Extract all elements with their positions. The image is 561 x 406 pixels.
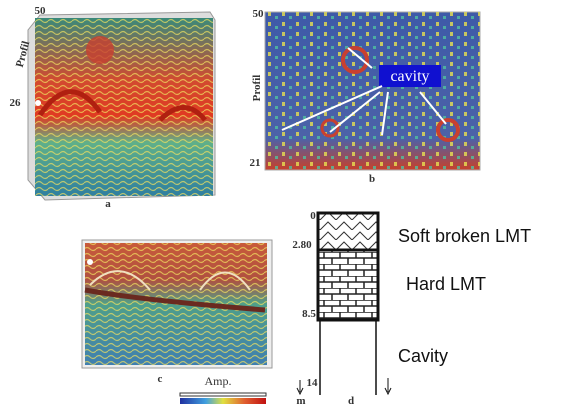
depth-label: 8.5 [302,308,316,320]
layer-label: Cavity [398,346,448,366]
depth-label: 14 [307,377,319,389]
unit-label: m [296,395,305,406]
panel-d: 0 2.80 8.5 14 m d Soft broken LMT Hard L… [292,210,531,406]
panel-label: a [105,198,111,210]
annotation: cavity [390,68,429,85]
depth-label: 0 [310,210,316,222]
panel-b: cavity 50 Profil 21 b [250,8,481,185]
depth-label: 2.80 [292,239,312,251]
tick-label: 50 [253,8,265,20]
tick-label: 50 [35,5,47,17]
axis-label: Profil [251,75,263,102]
panel-label: b [369,173,375,185]
tick-label: 21 [250,157,261,169]
panel-label: d [348,395,354,406]
panel-c: c Amp. [82,240,272,404]
panel-label: c [158,373,163,385]
colorbar-label: Amp. [205,374,232,388]
layer-label: Soft broken LMT [398,226,531,246]
colorbar [180,398,266,404]
layer-label: Hard LMT [406,274,486,294]
panel-a: 50 Profil 26 a [10,5,216,210]
figure: 50 Profil 26 a cavity 50 Profil 21 b c A… [0,0,561,406]
tick-label: 26 [10,97,22,109]
